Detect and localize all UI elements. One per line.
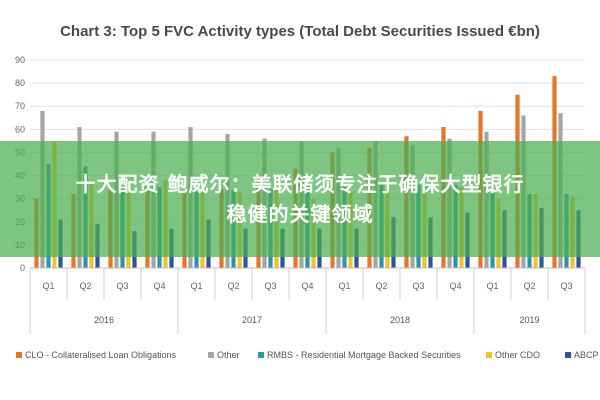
x-tick-label: Q3: [412, 281, 424, 291]
legend-swatch: [565, 352, 571, 358]
legend-label: Other CDO: [495, 350, 540, 360]
x-tick-label: Q1: [338, 281, 350, 291]
year-label: 2018: [390, 315, 410, 325]
legend-label: CLO - Collateralised Loan Obligations: [25, 350, 177, 360]
x-tick-label: Q2: [375, 281, 387, 291]
legend-swatch: [486, 352, 492, 358]
x-tick-label: Q2: [523, 281, 535, 291]
x-tick-label: Q1: [486, 281, 498, 291]
year-label: 2019: [519, 315, 539, 325]
legend-label: ABCP: [574, 350, 599, 360]
y-tick-label: 70: [15, 101, 25, 111]
banner-line-1: 十大配资 鲍威尔：美联储须专注于确保大型银行: [75, 172, 525, 196]
y-tick-label: 80: [15, 78, 25, 88]
year-label: 2016: [94, 315, 114, 325]
x-tick-label: Q2: [227, 281, 239, 291]
year-label: 2017: [242, 315, 262, 325]
legend-label: RMBS - Residential Mortgage Backed Secur…: [267, 350, 461, 360]
x-tick-label: Q3: [264, 281, 276, 291]
x-tick-label: Q1: [190, 281, 202, 291]
legend: CLO - Collateralised Loan Obligations Oth…: [16, 350, 599, 360]
x-tick-label: Q4: [153, 281, 165, 291]
legend-label: Other: [217, 350, 240, 360]
legend-swatch: [208, 352, 214, 358]
legend-swatch: [16, 352, 22, 358]
x-tick-label: Q3: [560, 281, 572, 291]
y-tick-label: 60: [15, 124, 25, 134]
x-tick-label: Q2: [79, 281, 91, 291]
x-tick-label: Q3: [116, 281, 128, 291]
banner-line-2: 稳健的关键领域: [226, 202, 374, 226]
chart-title: Chart 3: Top 5 FVC Activity types (Total…: [60, 23, 540, 40]
x-axis: Q1 Q2 Q3 Q4 Q1 Q2 Q3 Q4 Q1 Q2 Q3 Q4 Q1 Q2 Q3 2016 2017 20…: [29, 267, 586, 334]
x-tick-label: Q4: [301, 281, 313, 291]
x-tick-label: Q1: [42, 281, 54, 291]
legend-swatch: [258, 352, 264, 358]
x-tick-label: Q4: [449, 281, 461, 291]
watermark-banner: 十大配资 鲍威尔：美联储须专注于确保大型银行 稳健的关键领域: [0, 141, 600, 257]
y-tick-label: 0: [20, 263, 25, 273]
y-tick-label: 90: [15, 55, 25, 65]
